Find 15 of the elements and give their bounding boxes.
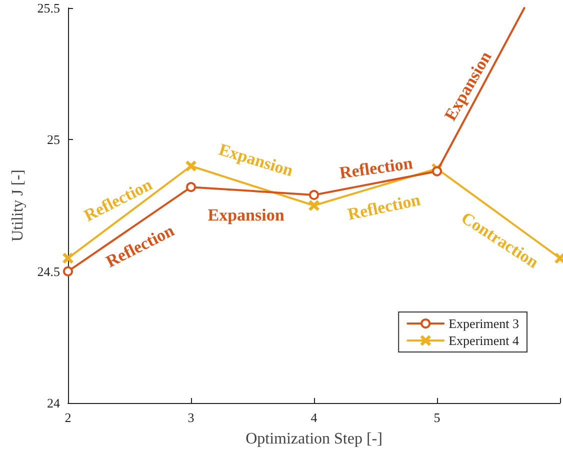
y-tick-label: 25.5 <box>37 0 60 16</box>
x-axis-title: Optimization Step [-] <box>246 430 382 448</box>
annotation: Expansion <box>208 206 285 224</box>
legend-label: Experiment 3 <box>448 316 520 331</box>
x-tick-label: 4 <box>310 410 318 425</box>
x-tick-label: 5 <box>434 410 440 425</box>
x-tick-label: 2 <box>64 410 72 425</box>
y-tick-label: 24.5 <box>37 264 60 279</box>
legend-label: Experiment 4 <box>448 333 520 348</box>
y-tick-label: 25 <box>47 132 60 148</box>
annotation: Reflection <box>338 153 414 183</box>
y-axis-title: Utility J [-] <box>10 170 26 242</box>
x-tick-label: 3 <box>188 410 194 425</box>
annotation: Reflection <box>346 190 422 224</box>
y-tick-label: 24 <box>47 396 60 410</box>
